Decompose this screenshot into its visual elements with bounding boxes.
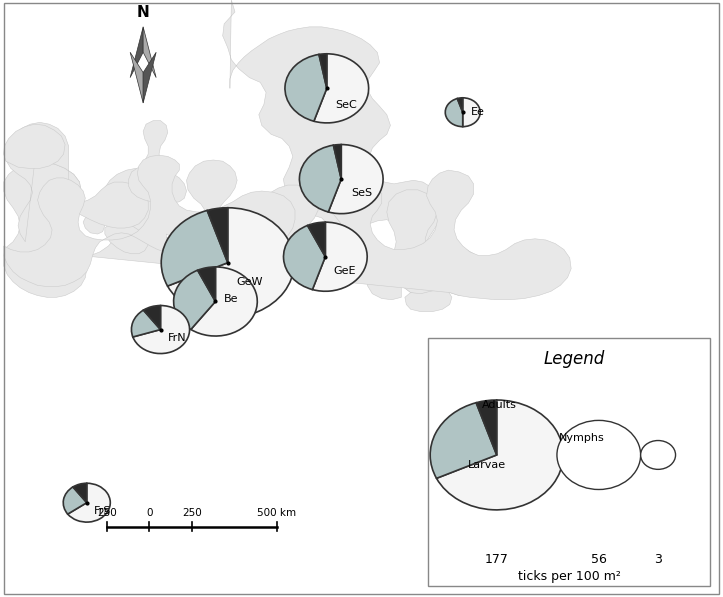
- Wedge shape: [314, 54, 369, 123]
- Polygon shape: [130, 53, 143, 103]
- Text: SeC: SeC: [335, 100, 357, 110]
- Wedge shape: [430, 403, 497, 478]
- Text: Ee: Ee: [471, 107, 485, 117]
- Wedge shape: [133, 306, 189, 353]
- Wedge shape: [328, 144, 383, 214]
- Wedge shape: [168, 208, 294, 318]
- Text: FrN: FrN: [168, 333, 186, 343]
- Wedge shape: [197, 267, 215, 301]
- Wedge shape: [312, 222, 367, 291]
- Polygon shape: [4, 160, 571, 300]
- Polygon shape: [130, 27, 143, 78]
- Polygon shape: [143, 27, 156, 78]
- Polygon shape: [223, 0, 442, 296]
- Polygon shape: [367, 190, 484, 300]
- Wedge shape: [307, 222, 325, 257]
- Wedge shape: [319, 54, 327, 88]
- Wedge shape: [174, 270, 215, 330]
- Wedge shape: [143, 306, 161, 330]
- Wedge shape: [161, 211, 228, 286]
- Text: N: N: [137, 5, 150, 20]
- Wedge shape: [299, 145, 341, 212]
- Text: 0: 0: [146, 507, 153, 518]
- Wedge shape: [285, 54, 327, 121]
- Circle shape: [641, 441, 675, 469]
- Polygon shape: [6, 122, 81, 242]
- Text: Adults: Adults: [482, 399, 517, 410]
- Wedge shape: [445, 99, 463, 127]
- Text: Larvae: Larvae: [468, 460, 506, 470]
- Text: 3: 3: [654, 553, 662, 566]
- FancyBboxPatch shape: [428, 338, 710, 586]
- Text: 250: 250: [182, 507, 202, 518]
- Text: 250: 250: [97, 507, 117, 518]
- Polygon shape: [4, 155, 295, 287]
- Wedge shape: [73, 483, 87, 503]
- Text: GeW: GeW: [236, 277, 262, 287]
- Text: GeE: GeE: [334, 266, 356, 276]
- Wedge shape: [458, 98, 463, 112]
- Wedge shape: [63, 487, 87, 514]
- Wedge shape: [191, 267, 257, 336]
- Text: ticks per 100 m²: ticks per 100 m²: [518, 570, 620, 583]
- Text: 500 km: 500 km: [257, 507, 296, 518]
- Wedge shape: [132, 310, 161, 337]
- Text: 177: 177: [484, 553, 509, 566]
- Text: Legend: Legend: [544, 350, 605, 368]
- Polygon shape: [405, 290, 452, 312]
- Polygon shape: [105, 222, 148, 254]
- Wedge shape: [463, 98, 480, 127]
- Wedge shape: [68, 483, 111, 522]
- Polygon shape: [83, 215, 105, 234]
- Wedge shape: [476, 400, 497, 455]
- Polygon shape: [4, 124, 65, 168]
- Text: Nymphs: Nymphs: [559, 433, 604, 444]
- Text: 56: 56: [591, 553, 607, 566]
- Text: Be: Be: [224, 294, 239, 304]
- Polygon shape: [129, 121, 187, 203]
- Polygon shape: [143, 53, 156, 103]
- Wedge shape: [437, 400, 563, 510]
- Wedge shape: [333, 144, 341, 179]
- Text: SeS: SeS: [351, 188, 372, 198]
- Wedge shape: [208, 208, 228, 263]
- Text: FrS: FrS: [94, 506, 111, 516]
- Polygon shape: [71, 182, 148, 228]
- Wedge shape: [283, 226, 325, 290]
- Circle shape: [557, 420, 641, 490]
